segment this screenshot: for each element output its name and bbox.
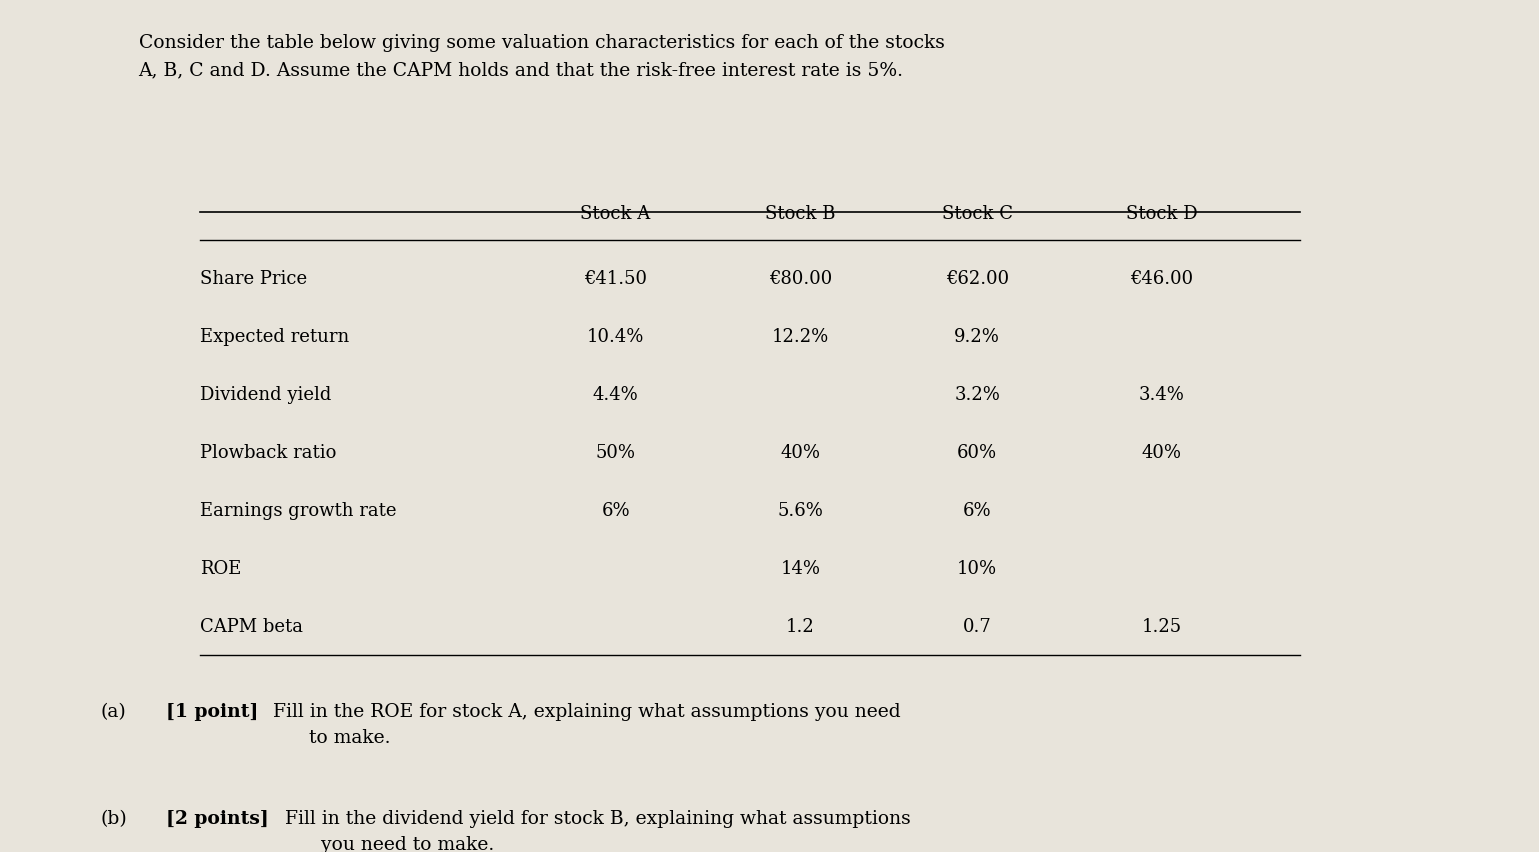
Text: 1.2: 1.2 xyxy=(786,618,814,636)
Text: Stock A: Stock A xyxy=(580,204,651,222)
Text: 14%: 14% xyxy=(780,560,820,578)
Text: 6%: 6% xyxy=(963,502,991,520)
Text: (b): (b) xyxy=(100,809,126,826)
Text: 5.6%: 5.6% xyxy=(777,502,823,520)
Text: Stock C: Stock C xyxy=(942,204,1013,222)
Text: 10%: 10% xyxy=(957,560,997,578)
Text: 40%: 40% xyxy=(1142,444,1182,462)
Text: 9.2%: 9.2% xyxy=(954,328,1000,346)
Text: ROE: ROE xyxy=(200,560,242,578)
Text: €80.00: €80.00 xyxy=(768,270,833,288)
Text: €46.00: €46.00 xyxy=(1130,270,1194,288)
Text: 6%: 6% xyxy=(602,502,629,520)
Text: [2 points]: [2 points] xyxy=(166,809,269,826)
Text: Stock D: Stock D xyxy=(1127,204,1197,222)
Text: Earnings growth rate: Earnings growth rate xyxy=(200,502,397,520)
Text: Plowback ratio: Plowback ratio xyxy=(200,444,337,462)
Text: 60%: 60% xyxy=(957,444,997,462)
Text: Fill in the dividend yield for stock B, explaining what assumptions
       you n: Fill in the dividend yield for stock B, … xyxy=(279,809,910,852)
Text: €41.50: €41.50 xyxy=(585,270,646,288)
Text: Fill in the ROE for stock A, explaining what assumptions you need
       to make: Fill in the ROE for stock A, explaining … xyxy=(268,702,900,746)
Text: €62.00: €62.00 xyxy=(945,270,1010,288)
Text: [1 point]: [1 point] xyxy=(166,702,259,720)
Text: 40%: 40% xyxy=(780,444,820,462)
Text: 0.7: 0.7 xyxy=(963,618,991,636)
Text: Expected return: Expected return xyxy=(200,328,349,346)
Text: 3.2%: 3.2% xyxy=(954,386,1000,404)
Text: 10.4%: 10.4% xyxy=(586,328,645,346)
Text: Dividend yield: Dividend yield xyxy=(200,386,331,404)
Text: 1.25: 1.25 xyxy=(1142,618,1182,636)
Text: 50%: 50% xyxy=(596,444,636,462)
Text: 3.4%: 3.4% xyxy=(1139,386,1185,404)
Text: 12.2%: 12.2% xyxy=(771,328,830,346)
Text: Share Price: Share Price xyxy=(200,270,308,288)
Text: A, B, C and D. Assume the CAPM holds and that the risk-free interest rate is 5%.: A, B, C and D. Assume the CAPM holds and… xyxy=(139,61,903,79)
Text: CAPM beta: CAPM beta xyxy=(200,618,303,636)
Text: 4.4%: 4.4% xyxy=(593,386,639,404)
Text: Stock B: Stock B xyxy=(765,204,836,222)
Text: Consider the table below giving some valuation characteristics for each of the s: Consider the table below giving some val… xyxy=(139,34,945,52)
Text: (a): (a) xyxy=(100,702,126,720)
